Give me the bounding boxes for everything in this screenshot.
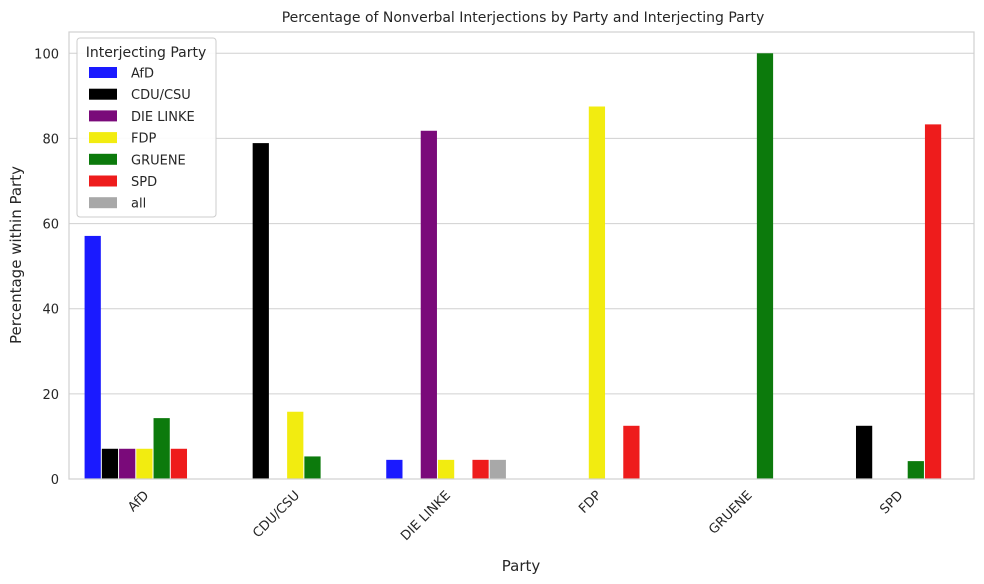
x-tick-label: FDP xyxy=(576,488,605,517)
legend-swatch xyxy=(89,175,117,187)
bar xyxy=(420,130,437,479)
bar xyxy=(84,235,101,479)
legend-label: CDU/CSU xyxy=(131,88,191,103)
bar xyxy=(119,448,136,479)
y-tick-label: 0 xyxy=(51,473,59,488)
bars xyxy=(84,53,942,480)
legend-label: GRUENE xyxy=(131,153,186,168)
bar xyxy=(924,124,942,479)
x-tick-label: AfD xyxy=(125,488,152,515)
legend-box xyxy=(76,37,217,218)
legend-items: AfD CDU/CSU DIE LINKE FDP GRUENE SPD all xyxy=(89,67,195,212)
plot-frame xyxy=(68,31,975,480)
legend-swatch xyxy=(89,197,117,209)
legend-swatch xyxy=(89,132,117,144)
bar xyxy=(170,448,188,479)
x-tick-label: SPD xyxy=(877,488,906,517)
legend: Interjecting Party AfD CDU/CSU DIE LINKE FD… xyxy=(76,37,217,218)
bar xyxy=(304,456,321,479)
chart-title: Percentage of Nonverbal Interjections by… xyxy=(282,10,765,26)
legend-swatch xyxy=(89,110,117,122)
x-tick-label: GRUENE xyxy=(706,488,755,537)
legend-label: all xyxy=(131,197,146,212)
bar xyxy=(101,448,119,479)
y-ticks: 0 20 40 60 80 100 xyxy=(34,47,59,488)
y-tick-label: 20 xyxy=(42,388,59,403)
x-ticks: AfD CDU/CSU DIE LINKE FDP GRUENE SPD xyxy=(125,488,906,544)
grid xyxy=(69,52,974,395)
bar xyxy=(489,459,506,479)
x-tick-label: CDU/CSU xyxy=(250,488,303,541)
bar xyxy=(623,425,640,479)
legend-swatch xyxy=(89,67,117,78)
legend-label: SPD xyxy=(131,175,157,190)
bar xyxy=(287,411,304,479)
y-tick-label: 80 xyxy=(42,132,59,147)
bar xyxy=(855,425,873,479)
bar xyxy=(153,418,170,479)
bar xyxy=(907,461,924,479)
bar xyxy=(386,459,403,479)
bar xyxy=(588,106,606,479)
y-tick-label: 60 xyxy=(42,218,59,233)
x-tick-label: DIE LINKE xyxy=(398,488,454,544)
legend-label: DIE LINKE xyxy=(131,110,195,125)
legend-label: AfD xyxy=(131,67,154,82)
y-tick-label: 100 xyxy=(34,47,59,62)
x-axis-label: Party xyxy=(502,557,541,575)
y-axis-label: Percentage within Party xyxy=(7,166,25,344)
legend-label: FDP xyxy=(131,132,156,147)
bar xyxy=(136,448,153,479)
y-tick-label: 40 xyxy=(42,303,59,318)
bar xyxy=(472,459,489,479)
bar xyxy=(437,459,455,479)
legend-swatch xyxy=(89,153,117,165)
bar xyxy=(756,53,774,480)
bar xyxy=(252,143,269,479)
legend-swatch xyxy=(89,88,117,100)
legend-title: Interjecting Party xyxy=(86,45,207,61)
